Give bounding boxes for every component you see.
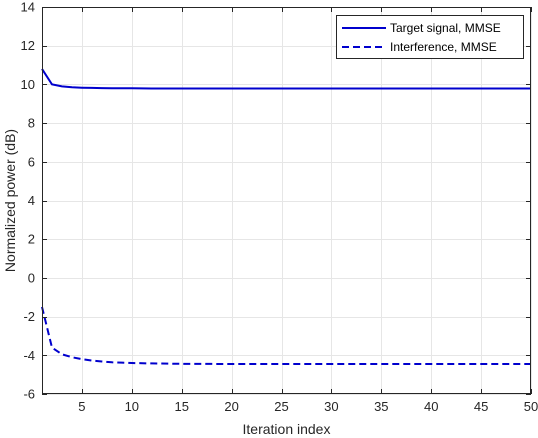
x-tick-label: 50 <box>524 399 538 414</box>
x-tick-label: 5 <box>78 399 85 414</box>
y-axis-label: Normalized power (dB) <box>2 129 18 272</box>
legend-box <box>336 15 524 59</box>
series-line-0 <box>41 68 531 90</box>
axis-ticks: 5 10 15 20 25 30 35 40 45 50 -6 -4 -2 0 2 4 6 8 10 12 14 <box>21 0 538 414</box>
x-tick-label: 15 <box>174 399 188 414</box>
series-line-1 <box>41 306 531 366</box>
y-tick-label: 12 <box>21 38 35 53</box>
plot-background <box>42 7 531 394</box>
x-tick-label: 35 <box>374 399 388 414</box>
plot-frame <box>42 7 531 394</box>
y-tick-label: 0 <box>28 270 35 285</box>
grid-lines <box>42 7 532 395</box>
y-tick-label: 2 <box>28 232 35 247</box>
series-lines <box>41 68 531 366</box>
y-tick-label: -2 <box>23 309 35 324</box>
y-tick-label: 10 <box>21 77 35 92</box>
y-tick-label: 14 <box>21 0 35 15</box>
y-tick-label: -6 <box>23 387 35 402</box>
x-axis-label: Iteration index <box>243 421 331 437</box>
y-tick-label: 6 <box>28 154 35 169</box>
legend-label-target-signal: Target signal, MMSE <box>390 21 501 35</box>
y-tick-label: 4 <box>28 193 35 208</box>
legend: Target signal, MMSE Interference, MMSE <box>336 15 524 59</box>
x-tick-label: 45 <box>474 399 488 414</box>
x-tick-label: 40 <box>424 399 438 414</box>
x-tick-label: 25 <box>274 399 288 414</box>
legend-label-interference: Interference, MMSE <box>390 40 497 54</box>
x-tick-label: 10 <box>125 399 139 414</box>
x-tick-label: 20 <box>224 399 238 414</box>
x-tick-label: 30 <box>324 399 338 414</box>
y-tick-label: -4 <box>23 348 35 363</box>
y-tick-label: 8 <box>28 116 35 131</box>
